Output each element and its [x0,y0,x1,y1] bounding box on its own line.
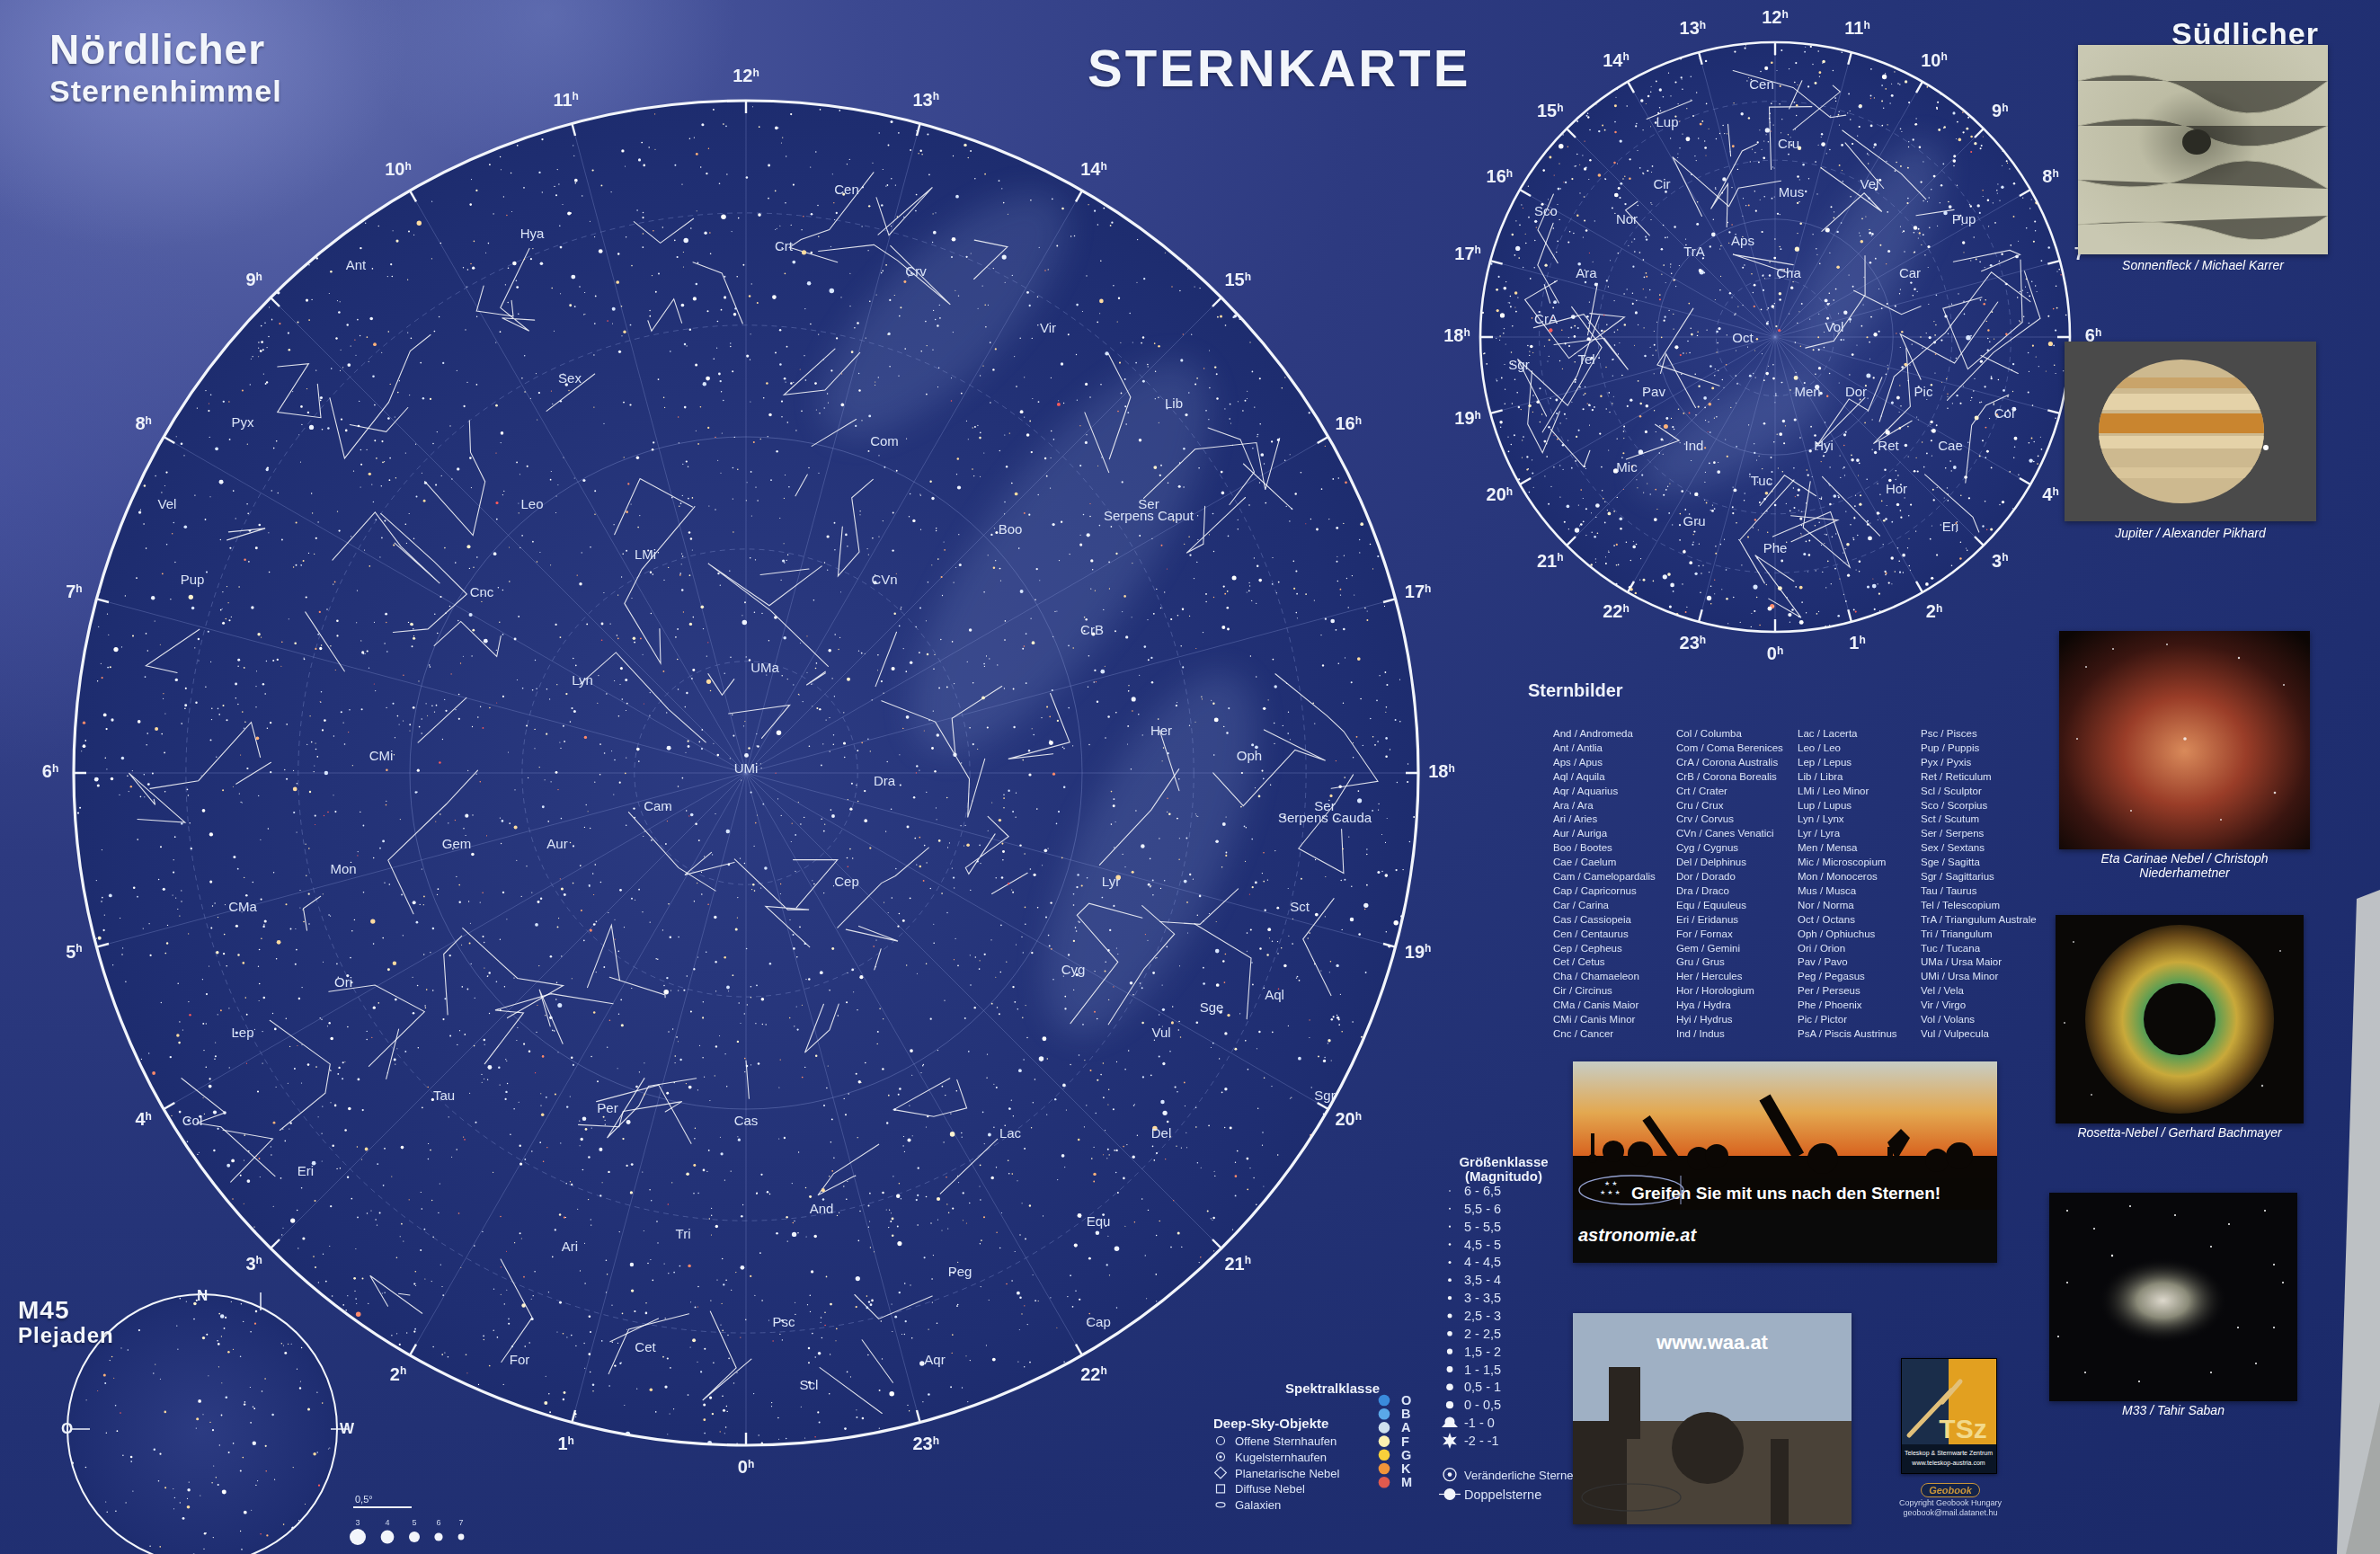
svg-text:3 - 3,5: 3 - 3,5 [1464,1291,1501,1305]
svg-text:Galaxien: Galaxien [1235,1498,1281,1512]
svg-text:5,5 - 6: 5,5 - 6 [1464,1202,1501,1216]
svg-text:4 - 4,5: 4 - 4,5 [1464,1255,1501,1269]
svg-text:O: O [1401,1393,1411,1407]
svg-text:1,5 - 2: 1,5 - 2 [1464,1345,1501,1359]
svg-text:4,5 - 5: 4,5 - 5 [1464,1238,1501,1252]
svg-text:-2 - -1: -2 - -1 [1464,1434,1499,1448]
svg-text:Kugelsternhaufen: Kugelsternhaufen [1235,1451,1327,1464]
svg-text:B: B [1401,1407,1410,1421]
svg-text:G: G [1401,1448,1411,1462]
svg-text:Diffuse Nebel: Diffuse Nebel [1235,1482,1305,1496]
svg-text:M: M [1401,1475,1412,1489]
svg-text:0 - 0,5: 0 - 0,5 [1464,1398,1501,1412]
svg-text:Doppelsterne: Doppelsterne [1464,1487,1541,1502]
svg-text:5 - 5,5: 5 - 5,5 [1464,1220,1501,1234]
svg-text:6 - 6,5: 6 - 6,5 [1464,1184,1501,1198]
svg-text:-1 - 0: -1 - 0 [1464,1416,1495,1430]
svg-text:0,5 - 1: 0,5 - 1 [1464,1380,1501,1394]
svg-text:Veränderliche Sterne: Veränderliche Sterne [1464,1469,1573,1482]
svg-text:3,5 - 4: 3,5 - 4 [1464,1273,1501,1287]
svg-text:Offene Sternhaufen: Offene Sternhaufen [1235,1434,1337,1448]
svg-text:F: F [1401,1434,1409,1449]
svg-text:2 - 2,5: 2 - 2,5 [1464,1327,1501,1341]
svg-text:1 - 1,5: 1 - 1,5 [1464,1363,1501,1377]
svg-text:2,5 - 3: 2,5 - 3 [1464,1309,1501,1323]
svg-text:K: K [1401,1461,1411,1476]
svg-text:A: A [1401,1420,1411,1434]
svg-text:Planetarische Nebel: Planetarische Nebel [1235,1467,1339,1480]
